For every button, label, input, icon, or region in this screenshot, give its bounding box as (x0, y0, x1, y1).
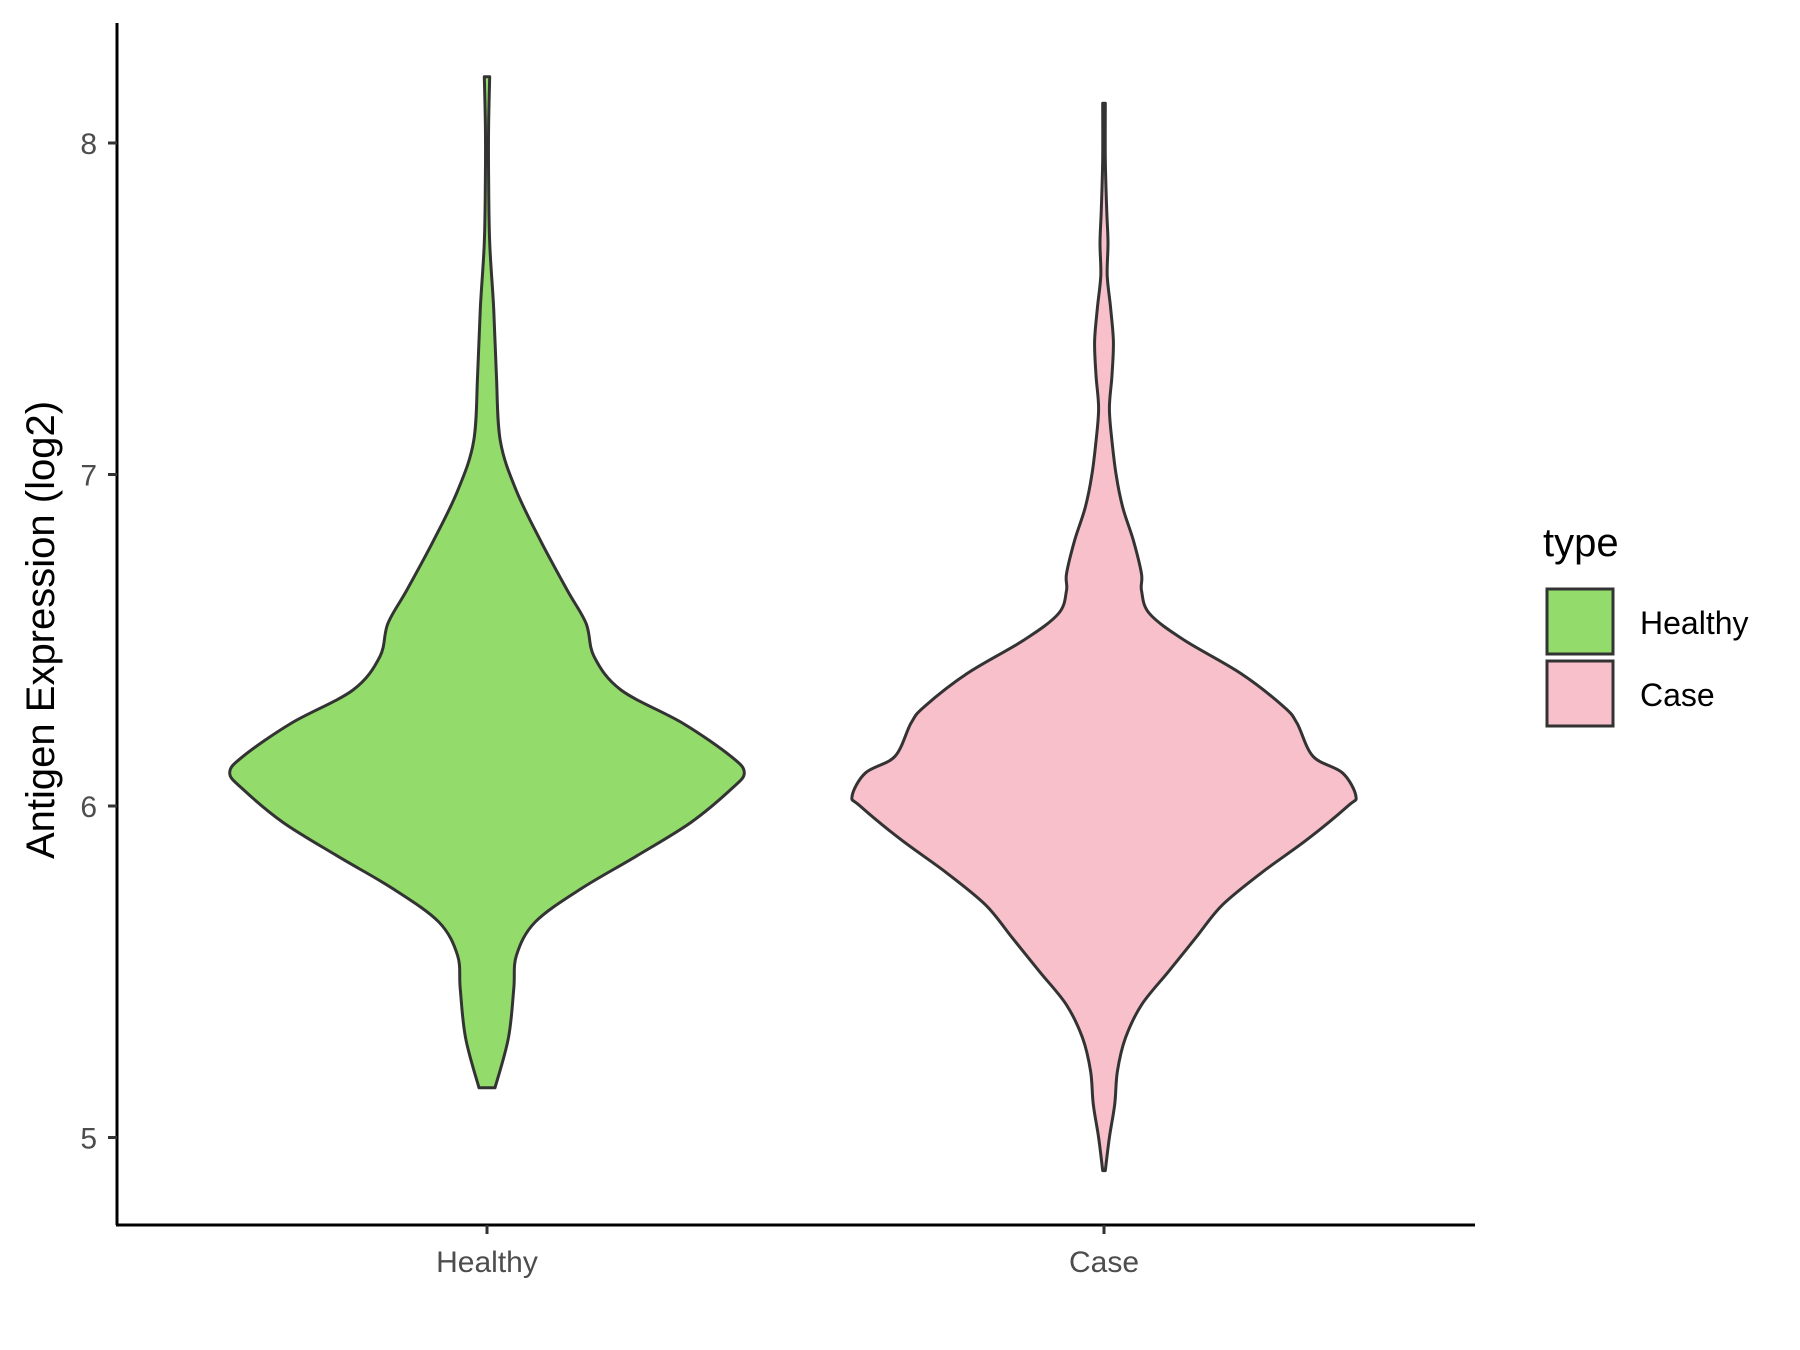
violins (228, 75, 1358, 1173)
x-ticks: Healthy Case (436, 1225, 1139, 1279)
legend-label-case: Case (1640, 677, 1715, 713)
legend-title: type (1543, 521, 1619, 565)
x-tick-label: Case (1069, 1246, 1139, 1279)
y-axis-title: Antigen Expression (log2) (19, 401, 63, 859)
legend-key-case (1545, 659, 1615, 728)
y-tick-label: 8 (80, 128, 97, 161)
y-tick-label: 7 (80, 460, 97, 493)
y-ticks: 5 6 7 8 (80, 128, 117, 1156)
violin-case (850, 101, 1358, 1173)
legend: type Healthy Case (1543, 521, 1749, 728)
x-tick-label: Healthy (436, 1246, 538, 1279)
legend-label-healthy: Healthy (1640, 605, 1749, 641)
y-tick-label: 6 (80, 791, 97, 824)
violin-healthy (228, 75, 746, 1090)
legend-key-healthy (1545, 587, 1615, 656)
y-tick-label: 5 (80, 1123, 97, 1156)
